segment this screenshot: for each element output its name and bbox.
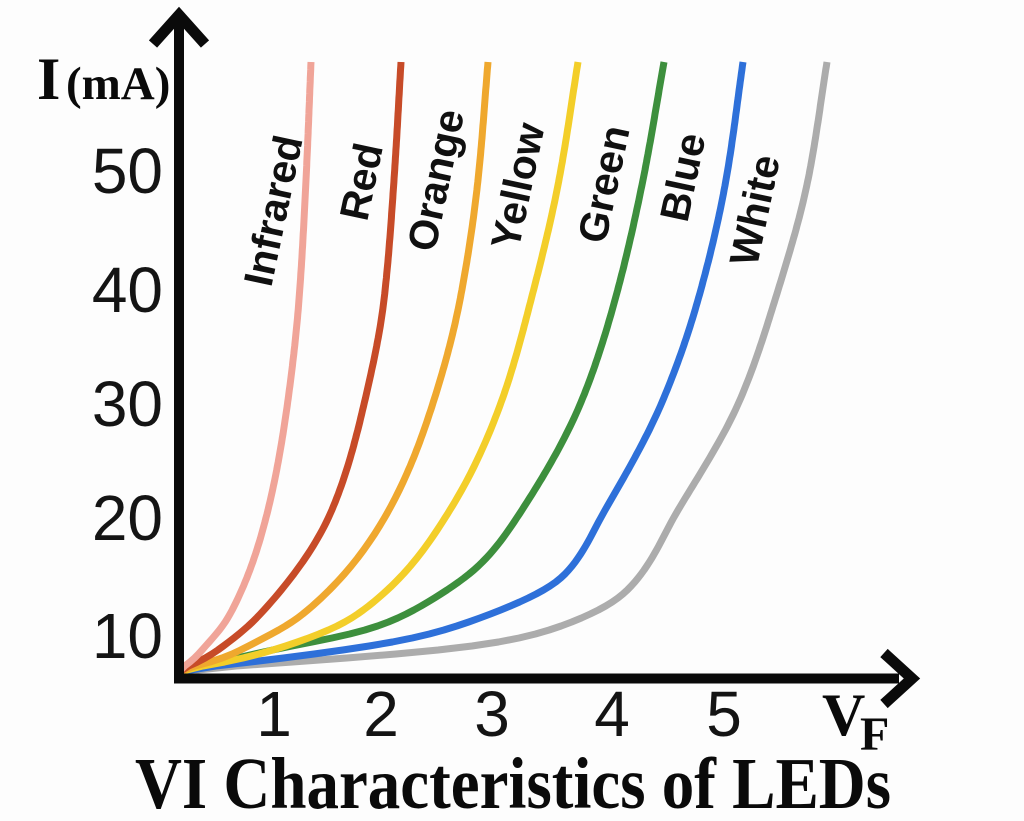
svg-text:5: 5 xyxy=(706,678,742,750)
svg-text:VI Characteristics of LEDs: VI Characteristics of LEDs xyxy=(135,743,891,821)
svg-text:2: 2 xyxy=(363,678,399,750)
svg-text:I: I xyxy=(37,46,60,112)
svg-text:4: 4 xyxy=(594,678,630,750)
svg-text:10: 10 xyxy=(92,600,163,672)
svg-text:30: 30 xyxy=(92,368,163,440)
svg-text:20: 20 xyxy=(92,482,163,554)
svg-text:1: 1 xyxy=(256,678,292,750)
svg-text:F: F xyxy=(860,708,889,761)
svg-text:50: 50 xyxy=(92,135,163,207)
svg-text:40: 40 xyxy=(92,254,163,326)
svg-text:(mA): (mA) xyxy=(66,58,170,110)
svg-text:V: V xyxy=(822,682,865,748)
svg-text:3: 3 xyxy=(474,678,510,750)
